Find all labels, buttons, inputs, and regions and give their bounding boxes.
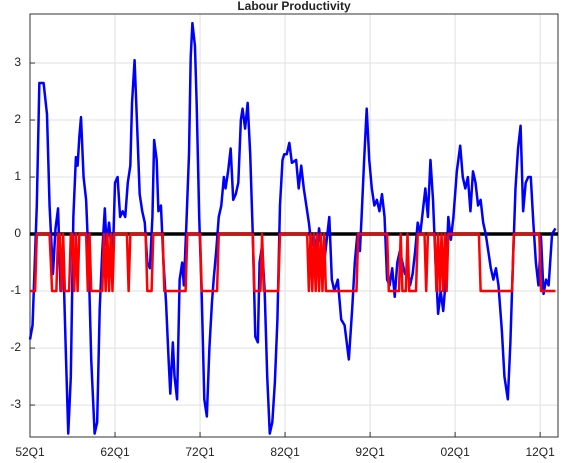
x-tick-label: 12Q1 [525,445,555,459]
x-tick-label: 02Q1 [440,445,470,459]
y-tick-label: 1 [14,169,21,183]
data-line [28,21,557,435]
y-tick-label: 0 [14,226,21,240]
x-tick-label: 82Q1 [270,445,300,459]
x-tick-label: 72Q1 [185,445,215,459]
plot-frame [29,13,559,438]
chart-title: Labour Productivity [237,0,351,13]
data-line [30,232,556,293]
x-tick-label: 52Q1 [15,445,45,459]
x-tick-label: 92Q1 [355,445,385,459]
y-tick-label: -3 [10,397,21,411]
y-tick-label: 2 [14,112,21,126]
y-tick-label: -2 [10,340,21,354]
x-tick-label: 62Q1 [100,445,130,459]
y-tick-label: -1 [10,283,21,297]
y-tick-label: 3 [14,55,21,69]
